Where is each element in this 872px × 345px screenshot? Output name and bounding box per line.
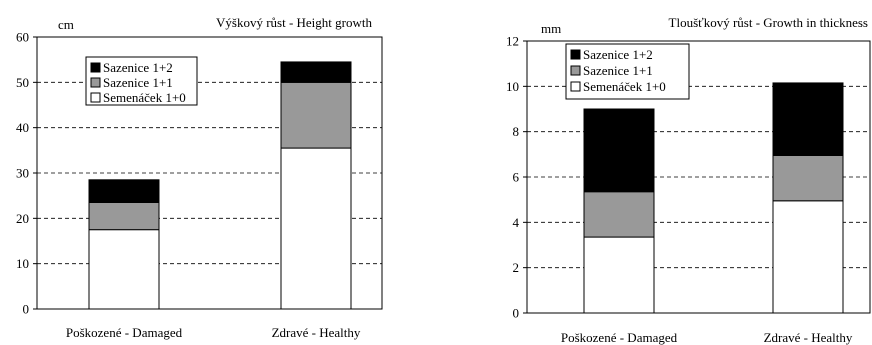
- legend-swatch: [570, 81, 581, 92]
- y-tick-label: 0: [23, 302, 30, 317]
- x-category-label: Poškozené - Damaged: [561, 330, 678, 345]
- bar-segment: [772, 200, 844, 314]
- legend-label: Sazenice 1+2: [583, 47, 653, 62]
- y-tick-label: 60: [16, 30, 29, 45]
- chart-title: Výškový růst - Height growth: [216, 15, 372, 30]
- legend-label: Semenáček 1+0: [103, 90, 186, 105]
- legend-label: Sazenice 1+2: [103, 60, 173, 75]
- legend-swatch: [570, 49, 581, 60]
- bar-segment: [88, 229, 160, 310]
- y-tick-label: 4: [513, 215, 520, 230]
- legend-swatch: [90, 92, 101, 103]
- chart-title: Tloušťkový růst - Growth in thickness: [669, 15, 868, 30]
- y-tick-label: 12: [506, 34, 519, 49]
- chart-2: 0 2 4 6 8 10 12 Poškozené - Damaged Zdravé - Hea…: [506, 15, 871, 345]
- legend-box: [85, 56, 198, 106]
- bar-segment: [583, 191, 655, 238]
- y-tick-label: 40: [16, 120, 29, 135]
- bar-segment: [280, 81, 352, 149]
- y-unit-label: cm: [58, 17, 74, 32]
- bar-segment: [772, 82, 844, 156]
- legend-box: [565, 43, 690, 100]
- x-category-label: Zdravé - Healthy: [764, 330, 853, 345]
- y-tick-label: 30: [16, 166, 29, 181]
- legend-label: Sazenice 1+1: [103, 75, 173, 90]
- bar-segment: [772, 154, 844, 202]
- bar-segment: [280, 61, 352, 83]
- bar-segment: [88, 179, 160, 203]
- legend-swatch: [90, 62, 101, 73]
- bar-segment: [280, 147, 352, 310]
- legend-swatch: [90, 77, 101, 88]
- legend-label: Semenáček 1+0: [583, 79, 666, 94]
- y-unit-label: mm: [541, 21, 561, 36]
- bar-segment: [88, 201, 160, 231]
- x-category-label: Poškozené - Damaged: [66, 325, 183, 340]
- y-tick-label: 8: [513, 124, 520, 139]
- y-tick-label: 2: [513, 260, 520, 275]
- legend-swatch: [570, 65, 581, 76]
- bar-segment: [583, 236, 655, 314]
- y-tick-label: 0: [513, 306, 520, 321]
- y-tick-label: 10: [506, 79, 519, 94]
- chart-1: 0 10 20 30 40 50 60 Poškozené - Damaged Zdravé -…: [16, 15, 383, 340]
- y-tick-label: 50: [16, 75, 29, 90]
- y-tick-label: 10: [16, 256, 29, 271]
- y-tick-label: 6: [513, 170, 520, 185]
- bar-segment: [583, 108, 655, 193]
- legend-label: Sazenice 1+1: [583, 63, 653, 78]
- x-category-label: Zdravé - Healthy: [272, 325, 361, 340]
- y-tick-label: 20: [16, 211, 29, 226]
